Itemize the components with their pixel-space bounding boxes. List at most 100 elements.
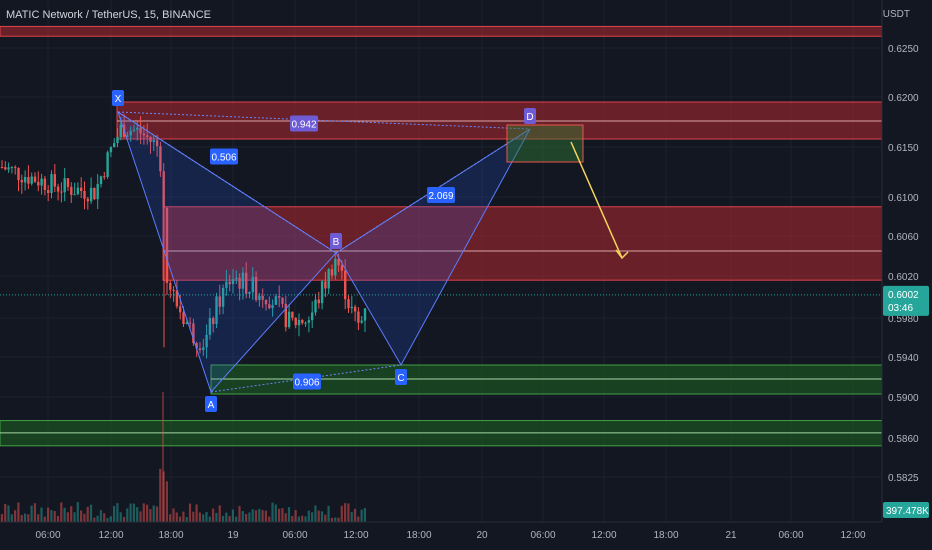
candle-body [360,320,363,323]
volume-bar [264,510,267,522]
candle-body [155,140,159,147]
pattern-point-b[interactable] [330,233,342,249]
ratio-value: 0.506 [211,153,236,164]
volume-bar [4,503,7,522]
candle-body [132,129,136,131]
candle-body [43,178,47,190]
candle-body [198,348,202,351]
volume-bar [274,504,277,522]
volume-bar [307,510,310,522]
time-tick-label: 19 [227,530,239,541]
price-tick-label: 0.6100 [888,193,919,204]
candle-body [261,295,264,300]
candle-body [116,137,119,144]
ratio-label[interactable] [293,373,321,390]
volume-bar [0,514,4,522]
time-axis[interactable]: 06:00 12:00 18:00 19 06:00 12:00 18:00 20 06:00 1… [0,521,882,550]
volume-bar [271,502,274,522]
volume-bar [83,513,86,522]
candle-body [320,281,324,304]
price-axis[interactable]: 0.6250 0.6200 0.6150 0.6100 0.6060 0.6020 0.59… [881,0,932,550]
ratio-label[interactable] [290,115,318,132]
volume-bars [0,392,366,522]
volume-bar [37,514,40,522]
volume-bar [149,509,152,522]
price-tick-label: 0.6060 [888,232,919,243]
time-tick-label: 21 [725,530,737,541]
volume-bar [225,512,228,522]
candle-body [169,282,172,290]
volume-bar [30,505,33,522]
current-price-badge[interactable] [883,285,929,316]
volume-bar [152,505,155,522]
volume-bar [17,502,20,522]
volume-bar [122,516,126,522]
volume-bar [7,505,10,522]
volume-bar [195,504,198,522]
volume-bar [93,517,96,522]
candle-body [241,272,245,289]
candle-body [297,319,301,326]
time-axis-bg [0,522,882,550]
volume-bar [162,471,165,522]
volume-bar [136,507,139,522]
volume-bar [314,505,317,522]
volume-bar [301,515,304,522]
volume-bar [261,510,264,522]
candle-body [0,167,4,168]
volume-bar [311,512,314,522]
pattern-point-x[interactable] [112,90,124,106]
pattern-point-c[interactable] [395,369,407,385]
volume-bar [284,513,287,522]
price-axis-bg [882,0,932,550]
candle-body [334,258,337,276]
candle-body [258,295,261,301]
volume-bar [202,514,205,522]
candle-body [60,191,63,193]
candle-body [231,279,235,285]
volume-bar [129,503,132,522]
volume-bar [165,481,168,522]
volume-bar [241,510,244,522]
harmonic-pattern[interactable]: X A B C D 0.942 0.506 2.069 0.906 [112,90,536,412]
candle-body [225,281,228,288]
price-tick-label: 0.6150 [888,143,919,154]
ratio-label[interactable] [210,148,238,165]
pattern-point-label: X [115,94,122,105]
candle-body [357,311,360,323]
time-tick-label: 18:00 [158,530,183,541]
volume-bar [248,512,251,522]
candle-body [304,322,307,324]
candle-body [86,198,89,202]
volume-bar [56,515,60,522]
candle-body [208,318,212,335]
volume-bar [212,508,215,522]
volume-bar [337,517,340,522]
ratio-label[interactable] [427,187,455,203]
volume-bar [347,503,350,522]
time-tick-label: 18:00 [406,530,431,541]
time-tick-label: 06:00 [282,530,307,541]
candle-body [142,133,146,136]
ratio-line-xd [117,111,531,130]
supply-zone[interactable] [0,25,883,37]
volume-bar [14,510,17,522]
price-tick-label: 0.6250 [888,44,919,55]
volume-badge[interactable] [883,502,929,518]
overlays[interactable] [0,124,882,296]
projection-arrow[interactable] [570,141,623,259]
volume-bar [182,511,185,522]
volume-bar [80,510,83,522]
candle-body [33,176,37,182]
candle-body [251,276,254,293]
candle-body [179,306,182,313]
pattern-point-d[interactable] [524,108,536,124]
time-tick-label: 06:00 [778,530,803,541]
candle-body [106,152,109,177]
prz-box[interactable] [506,124,584,163]
time-tick-label: 18:00 [653,530,678,541]
price-tick-label: 0.6020 [888,272,919,283]
price-tick-label: 0.6200 [888,93,919,104]
pattern-point-a[interactable] [205,396,217,412]
